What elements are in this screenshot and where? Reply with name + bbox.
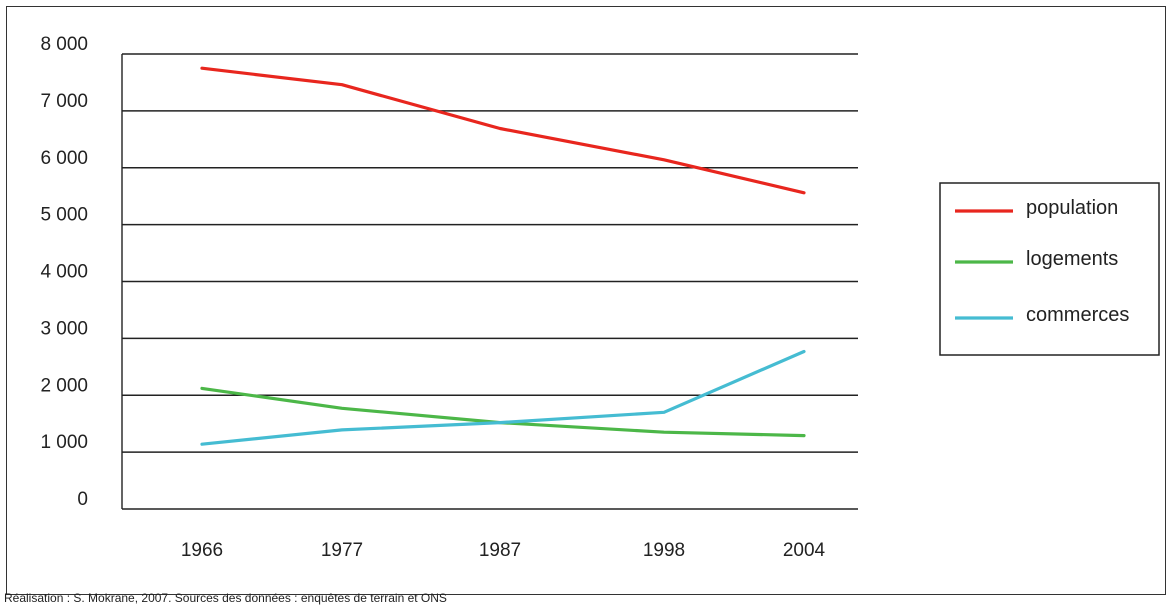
x-tick-label: 1987 [479,540,521,561]
y-tick-label: 1 000 [40,432,88,453]
legend: population logements commerces [939,182,1160,356]
y-tick-label: 3 000 [40,318,88,339]
legend-label-population: population [1026,197,1118,219]
y-tick-label: 7 000 [40,91,88,112]
y-axis-tick-labels: 0 1 000 2 000 3 000 4 000 5 000 6 000 7 000 8 00… [40,34,88,510]
source-note: Réalisation : S. Mokrane, 2007. Sources … [4,591,447,605]
y-tick-label: 8 000 [40,34,88,55]
series-line-commerces [200,349,806,446]
y-tick-label: 4 000 [40,262,88,283]
x-tick-label: 1977 [321,540,363,561]
y-tick-label: 2 000 [40,375,88,396]
series-line-population [200,66,806,195]
legend-label-logements: logements [1026,248,1118,270]
series-lines [200,66,806,446]
x-tick-label: 2004 [783,540,826,561]
x-axis-tick-labels: 1966 1977 1987 1998 2004 [181,540,826,561]
legend-label-commerces: commerces [1026,304,1129,326]
y-tick-label: 0 [77,489,88,510]
x-tick-label: 1998 [643,540,685,561]
y-tick-label: 6 000 [40,148,88,169]
x-tick-label: 1966 [181,540,223,561]
y-tick-label: 5 000 [40,205,88,226]
axes [121,54,858,510]
